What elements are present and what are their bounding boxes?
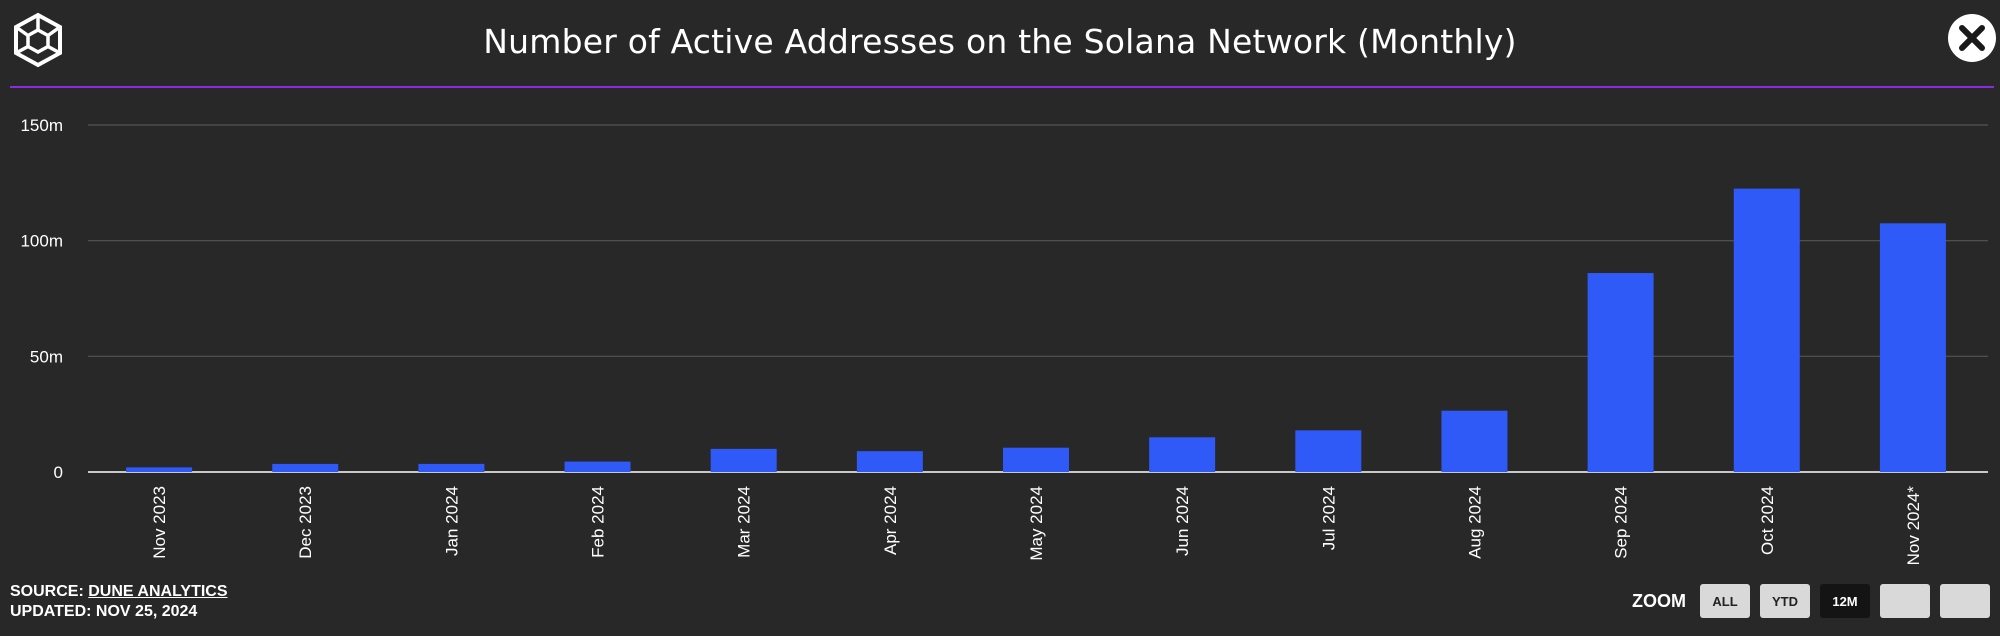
x-tick-label: Sep 2024 bbox=[1612, 486, 1631, 559]
zoom-12m-button[interactable]: 12M bbox=[1820, 584, 1870, 618]
close-button[interactable] bbox=[1948, 14, 1996, 62]
bar[interactable] bbox=[564, 461, 631, 472]
zoom-label: ZOOM bbox=[1632, 590, 1686, 611]
bar[interactable] bbox=[1003, 447, 1069, 472]
x-tick-label: Nov 2023 bbox=[150, 486, 169, 559]
y-tick-label: 50m bbox=[30, 347, 63, 366]
y-tick-label: 100m bbox=[20, 232, 63, 251]
source-link[interactable]: DUNE ANALYTICS bbox=[88, 583, 228, 600]
bar[interactable] bbox=[1587, 273, 1654, 472]
x-tick-label: Mar 2024 bbox=[735, 486, 754, 558]
x-tick-label: Jan 2024 bbox=[442, 486, 461, 556]
x-tick-label: Oct 2024 bbox=[1758, 486, 1777, 555]
bar[interactable] bbox=[272, 463, 339, 472]
bar[interactable] bbox=[1879, 223, 1946, 472]
cube-logo-icon bbox=[14, 12, 62, 68]
bar[interactable] bbox=[418, 463, 485, 472]
close-icon bbox=[1959, 25, 1985, 51]
x-tick-label: Jun 2024 bbox=[1173, 486, 1192, 556]
bar[interactable] bbox=[856, 451, 923, 472]
bar-chart: 0 50m 100m 150m Nov 2023 Dec 2023 Jan 2024 Feb … bbox=[20, 116, 1988, 566]
bar[interactable] bbox=[1733, 188, 1800, 472]
source-label: SOURCE: bbox=[10, 583, 84, 600]
x-tick-label: Aug 2024 bbox=[1465, 486, 1484, 559]
updated-text: UPDATED: NOV 25, 2024 bbox=[10, 603, 198, 620]
source-line: SOURCE: DUNE ANALYTICS bbox=[10, 582, 228, 602]
zoom-button-5[interactable] bbox=[1940, 584, 1990, 618]
bar[interactable] bbox=[1295, 430, 1362, 472]
x-tick-label: May 2024 bbox=[1027, 486, 1046, 561]
y-tick-label: 150m bbox=[20, 116, 63, 135]
bar[interactable] bbox=[1441, 410, 1508, 472]
x-tick-label: Dec 2023 bbox=[296, 486, 315, 559]
x-tick-label: Apr 2024 bbox=[881, 486, 900, 555]
y-tick-label: 0 bbox=[54, 463, 63, 482]
x-tick-label: Feb 2024 bbox=[589, 486, 608, 558]
zoom-ytd-button[interactable]: YTD bbox=[1760, 584, 1810, 618]
footer: SOURCE: DUNE ANALYTICS UPDATED: NOV 25, … bbox=[10, 582, 228, 622]
bar[interactable] bbox=[710, 448, 777, 472]
x-tick-label: Nov 2024* bbox=[1904, 486, 1923, 566]
chart-title: Number of Active Addresses on the Solana… bbox=[483, 22, 1517, 61]
zoom-controls: ZOOM ALL YTD 12M bbox=[1632, 584, 1990, 618]
bar[interactable] bbox=[126, 467, 193, 472]
zoom-all-button[interactable]: ALL bbox=[1700, 584, 1750, 618]
zoom-button-4[interactable] bbox=[1880, 584, 1930, 618]
bar[interactable] bbox=[1149, 437, 1216, 472]
header-divider bbox=[10, 86, 1994, 88]
x-tick-label: Jul 2024 bbox=[1319, 486, 1338, 550]
